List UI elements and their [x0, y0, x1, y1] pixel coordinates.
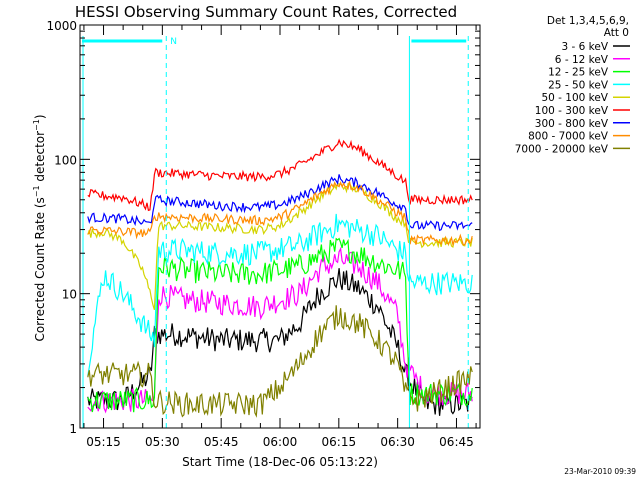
legend-entry-label: 100 - 300 keV	[535, 105, 609, 117]
series-line-4	[87, 213, 473, 377]
x-tick-label: 06:30	[380, 435, 415, 449]
y-tick-label: 100	[54, 153, 77, 167]
legend-entry-label: 300 - 800 keV	[535, 118, 609, 130]
legend-entry-label: 25 - 50 keV	[548, 79, 609, 91]
series-line-8	[87, 181, 473, 247]
chart-title: HESSI Observing Summary Count Rates, Cor…	[75, 3, 457, 21]
x-tick-label: 06:00	[263, 435, 298, 449]
observation-markers: N	[82, 36, 469, 428]
legend-entry-label: 7000 - 20000 keV	[515, 143, 609, 155]
series-line-7	[87, 174, 473, 232]
series-line-6	[87, 138, 473, 212]
series-line-5	[87, 182, 473, 310]
x-tick-label: 05:30	[145, 435, 180, 449]
axes: 1 10 100 1000 05:15 05:30 05:45 06:00 06:15 06:30…	[46, 19, 481, 449]
series-line-1	[87, 268, 473, 416]
y-axis-label: Corrected Count Rate (s−1 detector−1)	[32, 114, 47, 341]
series-line-3	[87, 237, 473, 413]
legend-entry-label: 3 - 6 keV	[561, 41, 608, 53]
x-axis-label: Start Time (18-Dec-06 05:13:22)	[182, 455, 378, 469]
y-tick-label: 1000	[46, 19, 77, 33]
legend-entry-label: 800 - 7000 keV	[528, 131, 609, 143]
y-tick-label: 10	[62, 288, 77, 302]
legend-entry-label: 12 - 25 keV	[548, 67, 609, 79]
legend-entry-label: 50 - 100 keV	[541, 92, 608, 104]
y-tick-label: 1	[69, 422, 77, 436]
x-tick-label: 06:45	[439, 435, 474, 449]
timestamp: 23-Mar-2010 09:39	[564, 467, 636, 476]
x-tick-label: 06:15	[322, 435, 357, 449]
legend-header: Det 1,3,4,5,6,9,	[547, 15, 629, 27]
legend-entry-label: 6 - 12 keV	[555, 54, 609, 66]
x-tick-label: 05:45	[204, 435, 239, 449]
legend-header: Att 0	[604, 27, 629, 39]
series-line-9	[87, 305, 473, 418]
x-tick-label: 05:15	[86, 435, 121, 449]
plot-area	[87, 138, 473, 418]
annotation-label: N	[170, 37, 177, 47]
